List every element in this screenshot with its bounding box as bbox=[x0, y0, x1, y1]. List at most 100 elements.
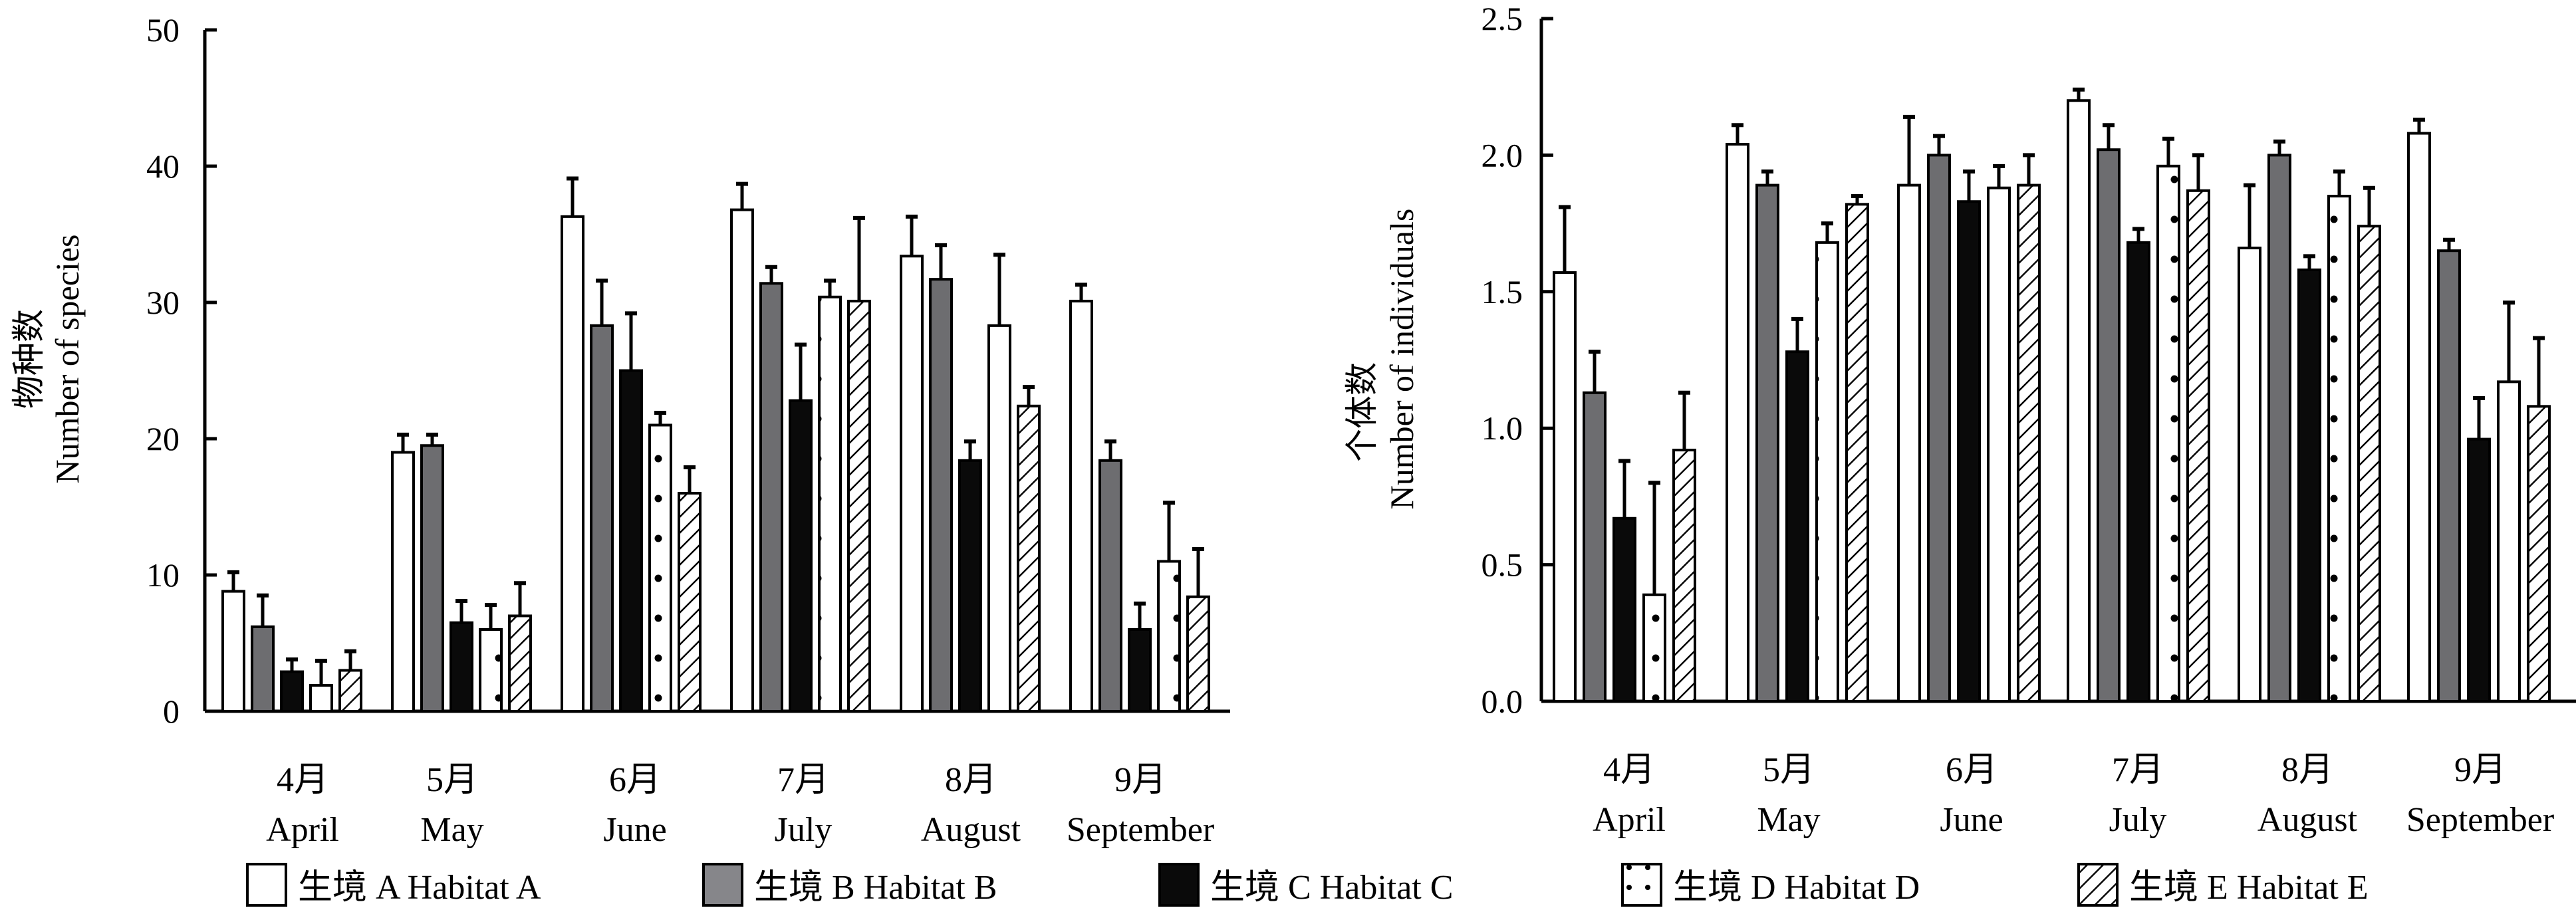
species-bar-habitat-a bbox=[221, 590, 245, 713]
species-bar-habitat-b bbox=[590, 324, 614, 713]
legend-label-habitat-c: 生境 C Habitat C bbox=[1210, 869, 1453, 907]
species-bar-habitat-d bbox=[309, 684, 333, 713]
legend-label-habitat-e: 生境 E Habitat E bbox=[2129, 869, 2369, 907]
species-bar-habitat-b bbox=[1098, 459, 1122, 713]
individuals-bar-habitat-e bbox=[1845, 203, 1869, 703]
legend-label-habitat-a: 生境 A Habitat A bbox=[298, 869, 541, 907]
individuals-x-tick-label-cn: 8月 bbox=[2281, 751, 2333, 789]
species-x-tick-label: June bbox=[603, 811, 666, 849]
species-bar-habitat-d bbox=[648, 423, 672, 713]
individuals-bar-habitat-d bbox=[2156, 164, 2180, 703]
legend-swatch-habitat-b bbox=[702, 863, 743, 907]
legend-swatch-habitat-a bbox=[246, 863, 287, 907]
species-bar-habitat-e bbox=[1017, 404, 1041, 713]
species-bar-habitat-b bbox=[929, 278, 953, 713]
legend-item-habitat-e: 生境 E Habitat E bbox=[2077, 863, 2369, 907]
individuals-bar-habitat-e bbox=[2186, 189, 2210, 703]
individuals-bar-habitat-c bbox=[1785, 350, 1809, 703]
individuals-x-tick-label: July bbox=[2109, 801, 2167, 839]
individuals-y-axis-label: Number of individuals bbox=[1383, 209, 1420, 510]
individuals-x-tick-label-cn: 4月 bbox=[1603, 751, 1655, 789]
individuals-y-tick-label: 1.5 bbox=[1481, 273, 1523, 310]
species-bar-habitat-c bbox=[619, 369, 643, 713]
individuals-bar-habitat-e bbox=[2527, 405, 2551, 703]
species-bar-habitat-d bbox=[987, 324, 1011, 713]
individuals-bar-habitat-b bbox=[1755, 183, 1779, 703]
individuals-bar-habitat-a bbox=[2067, 99, 2091, 703]
individuals-bar-habitat-a bbox=[1897, 183, 1921, 703]
individuals-x-tick-label: September bbox=[2406, 801, 2554, 839]
species-x-tick-label-cn: 6月 bbox=[609, 761, 661, 799]
species-bar-habitat-c bbox=[450, 621, 473, 713]
species-x-tick-label: August bbox=[921, 811, 1021, 849]
species-bar-habitat-e bbox=[338, 669, 362, 713]
individuals-bar-habitat-e bbox=[2357, 225, 2381, 703]
species-bar-habitat-e bbox=[847, 299, 871, 713]
individuals-bar-habitat-d bbox=[1815, 241, 1839, 703]
individuals-y-tick-label: 0.0 bbox=[1481, 683, 1523, 720]
species-x-tick-label: May bbox=[420, 811, 483, 849]
species-bar-habitat-e bbox=[678, 492, 702, 713]
individuals-bar-habitat-e bbox=[2017, 183, 2041, 703]
legend-item-habitat-d: 生境 D Habitat D bbox=[1621, 863, 1920, 907]
individuals-bar-habitat-b bbox=[2437, 249, 2461, 703]
individuals-bar-habitat-a bbox=[2238, 247, 2261, 703]
individuals-y-tick-label: 0.5 bbox=[1481, 546, 1523, 584]
species-bar-habitat-a bbox=[391, 451, 415, 713]
legend-swatch-habitat-e bbox=[2077, 863, 2119, 907]
species-bar-habitat-c bbox=[958, 459, 982, 713]
individuals-bar-habitat-a bbox=[2407, 132, 2431, 703]
individuals-bar-habitat-c bbox=[2126, 241, 2150, 703]
individuals-y-tick-label: 1.0 bbox=[1481, 409, 1523, 447]
legend-item-habitat-a: 生境 A Habitat A bbox=[246, 863, 541, 907]
species-bar-habitat-b bbox=[420, 444, 444, 713]
individuals-chart-bars bbox=[1553, 87, 2551, 703]
individuals-x-tick-label: May bbox=[1757, 801, 1820, 839]
individuals-bar-habitat-c bbox=[1612, 516, 1636, 703]
legend-item-habitat-c: 生境 C Habitat C bbox=[1158, 863, 1453, 907]
species-bar-habitat-b bbox=[251, 625, 275, 713]
species-x-tick-label-cn: 9月 bbox=[1114, 761, 1166, 799]
species-bar-habitat-d bbox=[818, 295, 842, 713]
legend-label-habitat-d: 生境 D Habitat D bbox=[1673, 869, 1920, 907]
species-x-tick-label: April bbox=[266, 811, 339, 849]
individuals-bar-habitat-b bbox=[1927, 154, 1951, 703]
individuals-bar-habitat-d bbox=[2497, 380, 2521, 703]
individuals-x-tick-label-cn: 7月 bbox=[2112, 751, 2164, 789]
species-x-tick-label-cn: 5月 bbox=[426, 761, 478, 799]
species-x-tick-label: July bbox=[775, 811, 833, 849]
legend-item-habitat-b: 生境 B Habitat B bbox=[702, 863, 997, 907]
species-y-axis-label: Number of species bbox=[49, 235, 86, 484]
species-x-tick-label-cn: 7月 bbox=[777, 761, 829, 799]
individuals-x-tick-label: June bbox=[1940, 801, 2003, 839]
individuals-x-tick-label-cn: 5月 bbox=[1763, 751, 1815, 789]
species-y-tick-label: 0 bbox=[163, 693, 180, 730]
legend-swatch-habitat-c bbox=[1158, 863, 1200, 907]
individuals-x-tick-label-cn: 6月 bbox=[1946, 751, 1997, 789]
species-bar-habitat-a bbox=[730, 208, 754, 713]
individuals-chart-axes: 0.0 0.5 1.0 1.5 2.0 2.5 4月 April 5月 May 6月 June 7月 Ju… bbox=[1481, 0, 2576, 839]
species-y-tick-label: 20 bbox=[146, 420, 180, 457]
individuals-bar-habitat-b bbox=[1583, 391, 1607, 703]
individuals-bar-habitat-a bbox=[1553, 271, 1577, 703]
species-bar-habitat-b bbox=[759, 282, 783, 713]
individuals-bar-habitat-c bbox=[2467, 437, 2491, 703]
species-y-tick-label: 40 bbox=[146, 148, 180, 185]
individuals-bar-habitat-d bbox=[1987, 186, 2011, 703]
individuals-x-tick-label: April bbox=[1593, 801, 1666, 839]
species-bar-habitat-a bbox=[1069, 299, 1093, 713]
species-bar-habitat-c bbox=[1128, 628, 1152, 713]
species-bar-habitat-a bbox=[900, 255, 924, 713]
individuals-x-tick-label: August bbox=[2257, 801, 2358, 839]
species-x-tick-label-cn: 8月 bbox=[945, 761, 997, 799]
species-chart-bars bbox=[221, 176, 1210, 713]
species-bar-habitat-e bbox=[508, 614, 532, 713]
individuals-bar-habitat-d bbox=[2327, 195, 2351, 703]
individuals-bar-habitat-c bbox=[2297, 268, 2321, 703]
species-bar-habitat-d bbox=[479, 628, 503, 713]
individuals-y-axis-label-cn: 个体数 bbox=[1343, 362, 1380, 462]
individuals-bar-habitat-b bbox=[2097, 148, 2121, 703]
individuals-bar-habitat-a bbox=[1726, 142, 1749, 703]
species-y-tick-label: 30 bbox=[146, 284, 180, 321]
